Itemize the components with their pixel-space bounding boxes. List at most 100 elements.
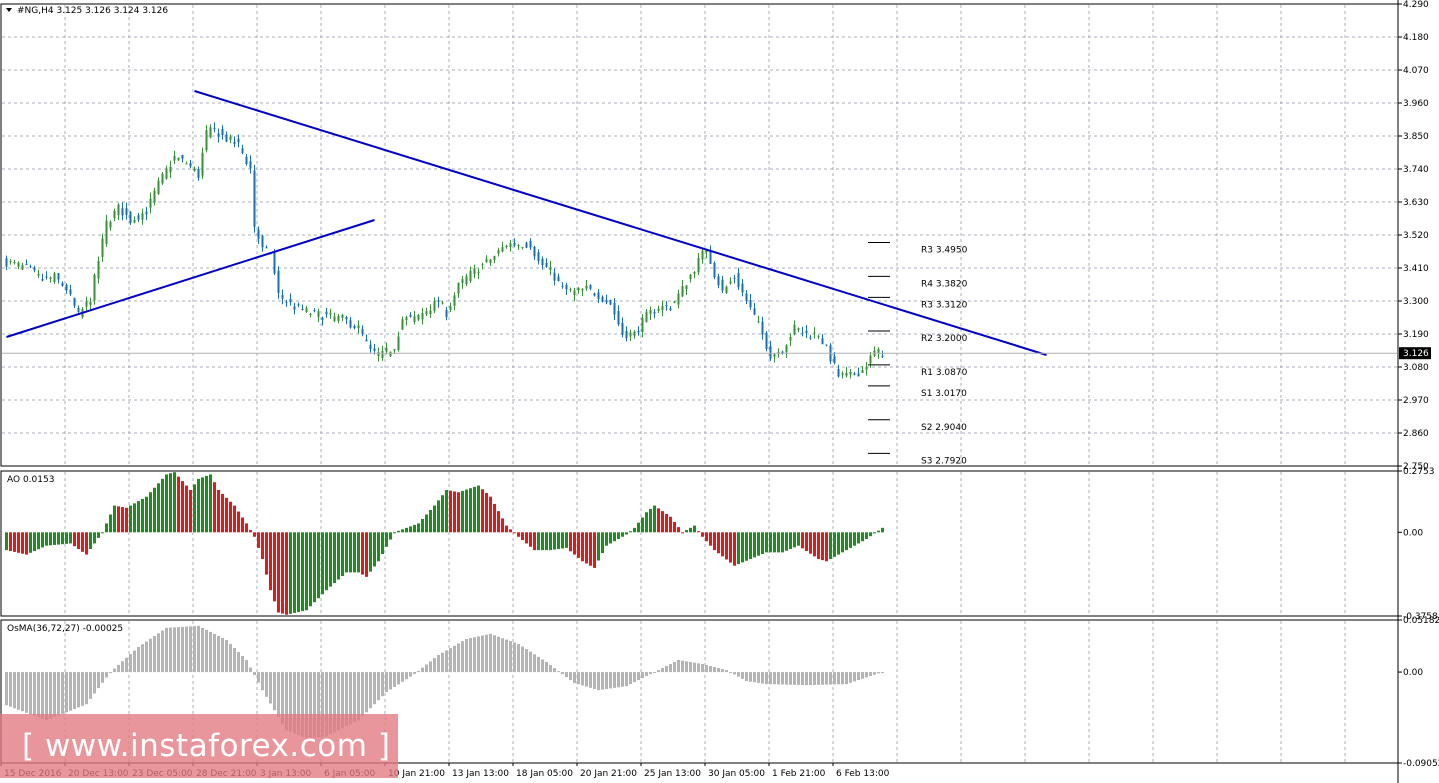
osma-bar bbox=[41, 672, 44, 719]
ao-bar bbox=[497, 511, 500, 533]
osma-bar bbox=[189, 626, 192, 673]
ao-bar bbox=[181, 481, 184, 533]
osma-bar bbox=[565, 672, 568, 678]
candle-body bbox=[593, 293, 596, 296]
osma-bar bbox=[729, 672, 732, 674]
ao-bar bbox=[653, 505, 656, 533]
osma-bar bbox=[845, 672, 848, 685]
osma-bar bbox=[517, 643, 520, 673]
osma-bar bbox=[549, 665, 552, 673]
candle-body bbox=[429, 310, 432, 315]
trendline-upper[interactable] bbox=[194, 90, 1047, 356]
ao-bar bbox=[709, 532, 712, 546]
osma-bar bbox=[393, 672, 396, 687]
ao-bar bbox=[521, 532, 524, 541]
osma-bar bbox=[597, 672, 600, 691]
instaforex-watermark: [ www.instaforex.com ] bbox=[0, 714, 398, 778]
candle-body bbox=[365, 339, 368, 342]
osma-bar bbox=[257, 672, 260, 683]
ao-bar bbox=[77, 532, 80, 550]
osma-bar bbox=[205, 629, 208, 673]
ao-bar bbox=[865, 532, 868, 539]
osma-bar bbox=[109, 672, 112, 674]
candle-body bbox=[657, 308, 660, 311]
dropdown-arrow-icon[interactable] bbox=[6, 8, 12, 12]
osma-bar bbox=[413, 672, 416, 675]
ao-bar bbox=[245, 523, 248, 533]
osma-bar bbox=[197, 625, 200, 673]
ao-bar bbox=[541, 532, 544, 551]
trendline-lower[interactable] bbox=[6, 219, 375, 338]
candle-body bbox=[845, 372, 848, 376]
osma-bar bbox=[285, 672, 288, 731]
candle-body bbox=[181, 154, 184, 159]
ao-bar bbox=[33, 532, 36, 552]
ao-bar bbox=[157, 483, 160, 533]
osma-bar bbox=[473, 637, 476, 673]
osma-bar bbox=[445, 650, 448, 673]
osma-tick-label: -0.09052 bbox=[1403, 759, 1439, 769]
ao-bar bbox=[561, 532, 564, 549]
osma-bar bbox=[405, 672, 408, 680]
osma-bar bbox=[125, 657, 128, 673]
candle-body bbox=[409, 314, 412, 317]
osma-bar bbox=[273, 672, 276, 711]
watermark-text: [ www.instaforex.com ] bbox=[22, 728, 391, 764]
candle-body bbox=[21, 265, 24, 270]
osma-bar bbox=[785, 672, 788, 685]
price-tick-label: 4.290 bbox=[1403, 0, 1429, 10]
price-tick-label: 3.740 bbox=[1403, 165, 1429, 175]
ao-bar bbox=[277, 532, 280, 613]
ao-bar bbox=[189, 489, 192, 533]
ao-bar bbox=[409, 526, 412, 533]
candle-body bbox=[133, 219, 136, 223]
ao-bar bbox=[301, 532, 304, 612]
ao-bar bbox=[713, 532, 716, 551]
ao-bar bbox=[825, 532, 828, 562]
osma-bar bbox=[793, 672, 796, 685]
ao-bar bbox=[421, 518, 424, 533]
osma-bar bbox=[613, 672, 616, 688]
ao-bar bbox=[861, 532, 864, 542]
ao-bar bbox=[121, 507, 124, 533]
candle-body bbox=[641, 317, 644, 332]
candle-body bbox=[445, 309, 448, 318]
osma-bar bbox=[461, 641, 464, 673]
osma-bar bbox=[73, 672, 76, 710]
ao-bar bbox=[89, 532, 92, 550]
osma-bar bbox=[697, 663, 700, 673]
candle-body bbox=[241, 148, 244, 153]
candle-body bbox=[781, 351, 784, 354]
ao-bar bbox=[281, 532, 284, 614]
osma-bar bbox=[433, 658, 436, 673]
candle-body bbox=[745, 293, 748, 302]
candle-body bbox=[697, 258, 700, 273]
osma-bar bbox=[481, 635, 484, 673]
ao-bar bbox=[873, 532, 876, 534]
osma-bar bbox=[361, 672, 364, 717]
ao-bar bbox=[385, 532, 388, 547]
osma-bar bbox=[653, 672, 656, 674]
ao-bar bbox=[13, 532, 16, 552]
osma-bar bbox=[581, 672, 584, 686]
candle-body bbox=[85, 301, 88, 307]
osma-bar bbox=[633, 672, 636, 683]
ao-bar bbox=[781, 532, 784, 553]
candle-body bbox=[33, 267, 36, 271]
osma-bar bbox=[609, 672, 612, 689]
candle-body bbox=[433, 300, 436, 312]
candle-body bbox=[489, 259, 492, 264]
osma-bar bbox=[137, 646, 140, 673]
candle-body bbox=[469, 270, 472, 282]
ao-bar bbox=[701, 532, 704, 537]
price-tick-label: 3.520 bbox=[1403, 231, 1429, 241]
osma-bar bbox=[165, 627, 168, 673]
ao-bar bbox=[581, 532, 584, 562]
ao-bar bbox=[645, 512, 648, 533]
candle-body bbox=[877, 348, 880, 354]
osma-bar bbox=[725, 670, 728, 673]
osma-bar bbox=[493, 635, 496, 673]
osma-bar bbox=[709, 666, 712, 673]
osma-bar bbox=[797, 672, 800, 685]
osma-bar bbox=[193, 626, 196, 673]
